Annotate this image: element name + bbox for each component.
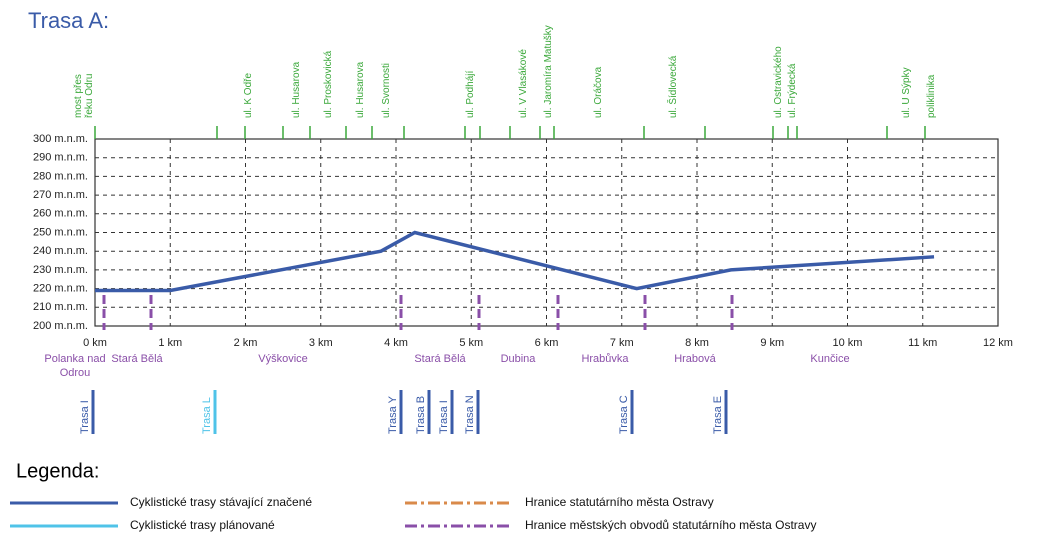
route-bar: [630, 390, 634, 434]
route-bar: [399, 390, 403, 434]
x-tick-label: 2 km: [234, 337, 258, 349]
legend-label: Cyklistické trasy plánované: [130, 518, 275, 532]
legend-label: Hranice statutárního města Ostravy: [525, 495, 714, 509]
route-label: Trasa N: [464, 395, 476, 434]
route-label: Trasa L: [201, 397, 213, 434]
x-tick-label: 4 km: [384, 337, 408, 349]
x-tick-label: 8 km: [685, 337, 709, 349]
y-tick-label: 210 m.n.m.: [33, 301, 88, 313]
route-bar: [91, 390, 95, 434]
route-label: Trasa I: [438, 400, 450, 434]
street-label: ul. Podhájí: [465, 70, 476, 118]
y-tick-label: 240 m.n.m.: [33, 245, 88, 257]
street-label: ul. Husarova: [355, 61, 366, 118]
x-tick-label: 7 km: [610, 337, 634, 349]
street-label: poliklinika: [926, 74, 937, 118]
y-tick-label: 230 m.n.m.: [33, 264, 88, 276]
street-label: ul. Svornosti: [381, 62, 392, 118]
route-bar: [724, 390, 728, 434]
route-bar: [450, 390, 454, 434]
street-label: ul. Frýdecká: [787, 63, 798, 118]
y-tick-label: 250 m.n.m.: [33, 226, 88, 238]
street-label: ul. Proskovická: [323, 50, 334, 118]
y-tick-label: 260 m.n.m.: [33, 208, 88, 220]
legend-label: Cyklistické trasy stávající značené: [130, 495, 312, 509]
y-tick-label: 290 m.n.m.: [33, 152, 88, 164]
street-label: ul. U Sýpky: [901, 67, 912, 118]
district-label: Výškovice: [258, 353, 308, 365]
route-bar: [476, 390, 480, 434]
district-label: Stará Bělá: [111, 353, 163, 365]
route-label: Trasa B: [415, 396, 427, 434]
x-tick-label: 5 km: [459, 337, 483, 349]
street-label: ul. K Odře: [243, 72, 254, 118]
x-tick-label: 10 km: [833, 337, 863, 349]
x-tick-label: 0 km: [83, 337, 107, 349]
street-label: ul. V Vlasákové: [518, 49, 529, 118]
district-label: Hrabůvka: [581, 353, 629, 365]
elevation-line: [95, 230, 935, 293]
street-label: most přes řeku Odru: [73, 73, 95, 118]
route-label: Trasa C: [618, 395, 630, 434]
district-label: Hrabová: [674, 353, 716, 365]
district-label: Kunčice: [810, 353, 850, 365]
district-label: Dubina: [500, 353, 536, 365]
route-bar: [213, 390, 217, 434]
y-tick-label: 220 m.n.m.: [33, 283, 88, 295]
x-tick-label: 9 km: [760, 337, 784, 349]
street-label: ul. Oráčova: [593, 66, 604, 118]
district-label: Polanka nad Odrou: [44, 353, 106, 379]
y-tick-label: 270 m.n.m.: [33, 189, 88, 201]
plot-frame: [94, 138, 999, 327]
route-bar: [427, 390, 431, 434]
street-label: ul. Šídlovecká: [668, 55, 679, 118]
street-label: ul. Husarova: [291, 61, 302, 118]
x-tick-label: 11 km: [908, 337, 937, 349]
y-tick-label: 300 m.n.m.: [33, 133, 88, 145]
route-label: Trasa E: [712, 396, 724, 434]
street-label: ul. Jaromíra Matušky: [543, 25, 554, 118]
title: Trasa A:: [28, 8, 109, 33]
x-tick-label: 3 km: [309, 337, 333, 349]
legend-title: Legenda:: [16, 460, 99, 482]
y-tick-label: 280 m.n.m.: [33, 170, 88, 182]
x-tick-label: 12 km: [983, 337, 1013, 349]
y-tick-label: 200 m.n.m.: [33, 320, 88, 332]
street-label: ul. Ostravického: [773, 46, 784, 118]
x-tick-label: 6 km: [535, 337, 559, 349]
district-label: Stará Bělá: [414, 353, 466, 365]
route-label: Trasa I: [79, 400, 91, 434]
x-tick-label: 1 km: [158, 337, 182, 349]
legend-label: Hranice městských obvodů statutárního mě…: [525, 518, 816, 532]
route-label: Trasa Y: [387, 395, 399, 434]
